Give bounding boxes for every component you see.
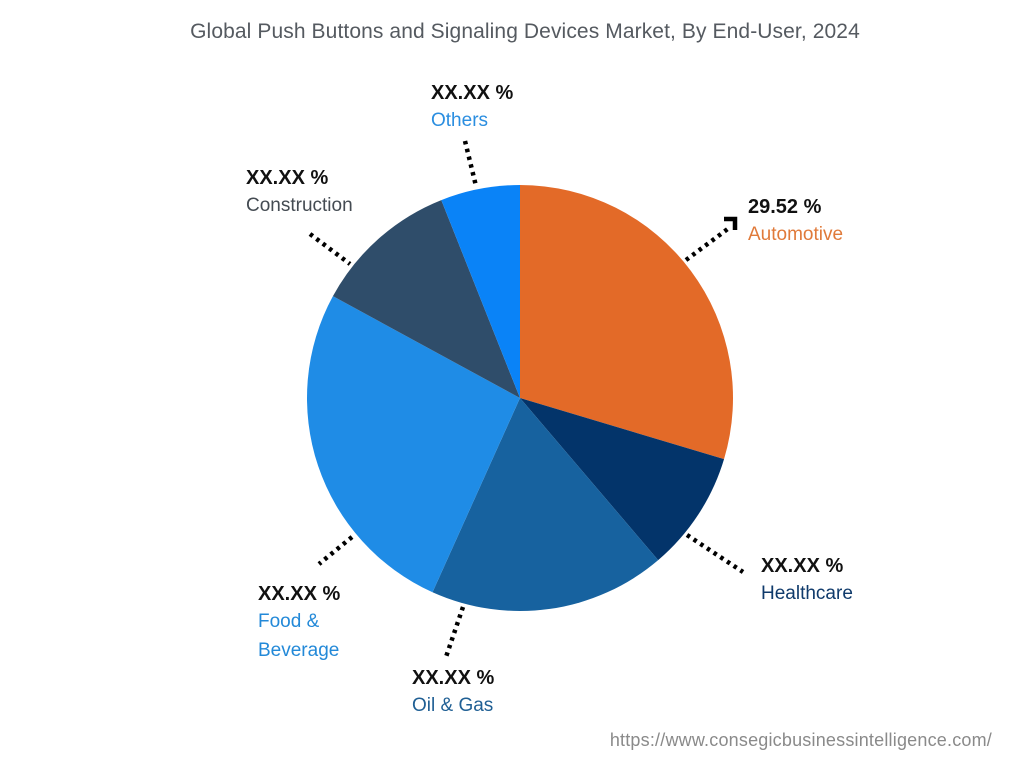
leader-line-food-beverage [317, 535, 354, 566]
source-url: https://www.consegicbusinessintelligence… [609, 730, 992, 750]
arrow-head-icon [724, 216, 738, 230]
pie-slice-automotive [520, 185, 734, 460]
leader-line-automotive [684, 226, 731, 262]
label-healthcare-value: XX.XX % [761, 555, 844, 577]
pie-slice-food-beverage [306, 296, 520, 593]
label-food-beverage-name-2: Beverage [258, 640, 340, 661]
pie-slice-construction [332, 200, 520, 398]
leader-line-oil-gas [443, 606, 466, 658]
chart-title: Global Push Buttons and Signaling Device… [190, 20, 860, 43]
label-healthcare: XX.XX % Healthcare [761, 553, 853, 608]
label-construction-value: XX.XX % [246, 167, 329, 189]
pie-slice-oil-gas [432, 398, 659, 612]
label-construction-name: Construction [246, 195, 353, 216]
pie-slices [306, 185, 734, 612]
pie-slice-healthcare [520, 398, 725, 561]
leader-lines [308, 140, 745, 658]
label-automotive: 29.52 % Automotive [748, 194, 843, 249]
label-oil-gas: XX.XX % Oil & Gas [412, 665, 494, 720]
label-automotive-name: Automotive [748, 224, 844, 245]
leader-line-construction [308, 232, 352, 266]
leader-line-others [462, 140, 479, 187]
label-automotive-value: 29.52 % [748, 196, 822, 218]
label-others: XX.XX % Others [431, 80, 513, 135]
label-others-name: Others [431, 110, 489, 131]
pie-slice-others [441, 185, 520, 398]
label-construction: XX.XX % Construction [246, 165, 353, 220]
label-food-beverage-value: XX.XX % [258, 583, 341, 605]
label-oil-gas-value: XX.XX % [412, 667, 495, 689]
leader-line-healthcare [685, 533, 745, 574]
label-others-value: XX.XX % [431, 82, 514, 104]
label-oil-gas-name: Oil & Gas [412, 695, 494, 716]
label-food-beverage-name-1: Food & [258, 611, 320, 632]
label-healthcare-name: Healthcare [761, 583, 853, 604]
label-food-beverage: XX.XX % Food & Beverage [258, 581, 340, 665]
